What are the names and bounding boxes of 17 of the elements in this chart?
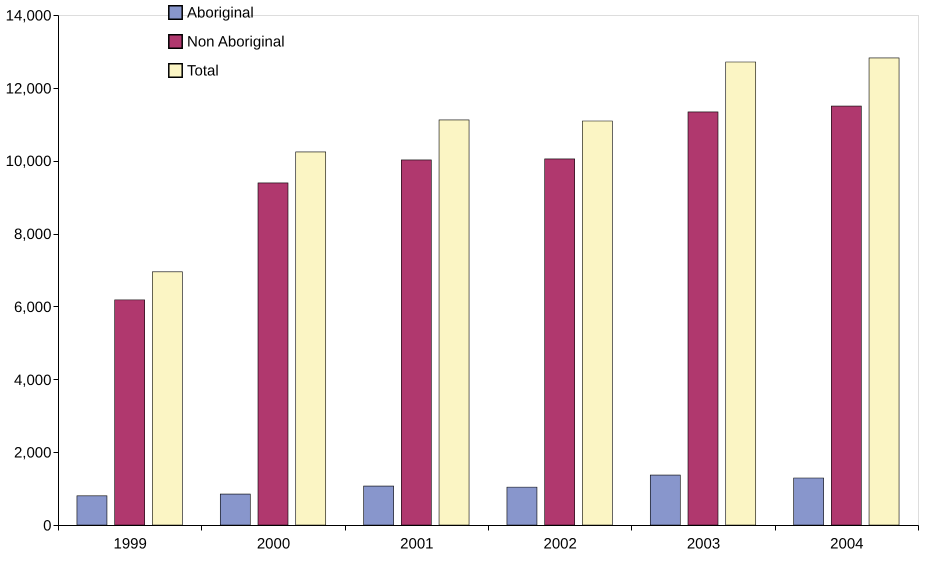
legend-label: Total [187, 62, 219, 80]
y-tick-label: 12,000 [6, 80, 52, 98]
x-tick-label: 2003 [686, 536, 720, 552]
x-tick-label: 2002 [543, 536, 577, 552]
y-tick-label: 10,000 [6, 153, 52, 170]
y-tick-label: 14,000 [6, 8, 52, 24]
x-tick-label: 2001 [400, 536, 434, 552]
legend-label: Aboriginal [187, 4, 254, 22]
y-tick-label: 4,000 [14, 372, 52, 389]
legend-label: Non Aboriginal [187, 34, 285, 50]
x-tick-label: 1999 [113, 536, 147, 552]
y-tick-label: 0 [43, 518, 52, 534]
x-tick-label: 2004 [830, 536, 864, 552]
y-tick-label: 6,000 [14, 298, 52, 316]
y-tick-label: 2,000 [14, 444, 52, 462]
y-tick-label: 8,000 [14, 226, 52, 244]
x-tick-label: 2000 [256, 536, 290, 552]
